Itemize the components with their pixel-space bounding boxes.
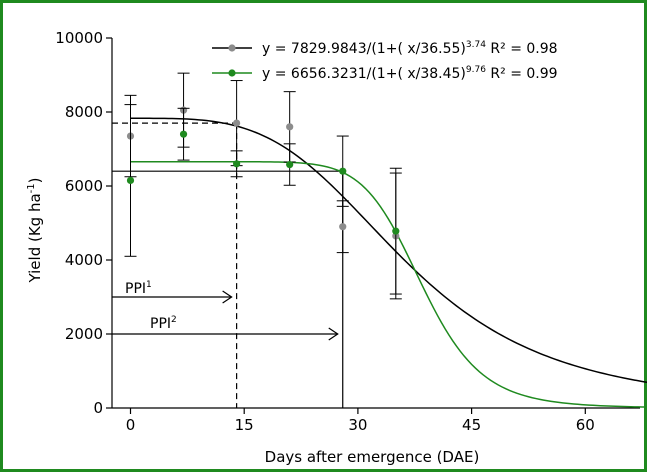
y-axis-label-end: )	[26, 177, 44, 183]
ppi2-arrow-head	[328, 327, 339, 341]
x-tick-label: 15	[235, 416, 254, 434]
legend-label-1: y = 7829.9843/(1+( x/36.55)3.74 R² = 0.9…	[262, 40, 558, 57]
y-axis-label: Yield (Kg ha-1)	[26, 177, 44, 283]
data-point-series-2	[286, 160, 294, 169]
legend-equation: y = 7829.9843/(1+( x/36.55)	[262, 41, 466, 57]
x-tick-label: 0	[126, 416, 136, 434]
x-tick-label: 60	[576, 416, 595, 434]
data-point-series-2	[339, 167, 347, 175]
y-tick-label: 6000	[65, 177, 103, 195]
x-tick-label: 30	[348, 416, 367, 434]
y-tick-label: 0	[93, 399, 103, 417]
y-tick-label: 2000	[65, 325, 103, 343]
fitted-curve-2	[130, 160, 647, 408]
data-point-series-2	[233, 160, 241, 168]
legend-label-2: y = 6656.3231/(1+( x/38.45)9.76 R² = 0.9…	[262, 65, 558, 82]
x-axis-label: Days after emergence (DAE)	[265, 448, 480, 466]
ppi-guides	[112, 122, 344, 408]
x-tick-label: 45	[462, 416, 481, 434]
data-point-series-1	[233, 119, 241, 127]
legend-r2: R² = 0.99	[486, 66, 558, 82]
y-axis-label-main: Yield (Kg ha	[26, 193, 44, 283]
legend: y = 7829.9843/(1+( x/36.55)3.74 R² = 0.9…	[212, 40, 558, 82]
axes: 0200040006000800010000015304560759010512…	[55, 29, 640, 434]
legend-marker-2	[228, 69, 236, 77]
data-points	[124, 72, 402, 300]
fitted-curves	[130, 117, 647, 408]
data-point-series-1	[339, 223, 347, 231]
data-point-series-2	[179, 130, 188, 138]
ppi2-text: PPI	[150, 316, 171, 332]
legend-exponent: 3.74	[466, 40, 486, 50]
ppi1-arrow-head	[222, 290, 233, 304]
ppi1-text: PPI	[125, 281, 146, 297]
legend-exponent: 9.76	[466, 65, 486, 75]
data-point-series-2	[126, 176, 135, 185]
ppi2-sup: 2	[171, 315, 177, 325]
legend-r2: R² = 0.98	[486, 41, 558, 57]
fitted-curve-1	[130, 117, 647, 384]
ppi2-label: PPI2	[150, 315, 177, 332]
data-point-series-1	[286, 123, 294, 131]
legend-marker-1	[228, 44, 236, 52]
y-tick-label: 10000	[55, 29, 103, 47]
ppi1-label: PPI1	[125, 280, 152, 297]
y-tick-label: 4000	[65, 251, 103, 269]
ppi1-sup: 1	[146, 280, 152, 290]
y-tick-label: 8000	[65, 103, 103, 121]
y-axis-label-sup: -1	[26, 183, 37, 193]
data-point-series-2	[392, 227, 400, 235]
legend-equation: y = 6656.3231/(1+( x/38.45)	[262, 66, 466, 82]
